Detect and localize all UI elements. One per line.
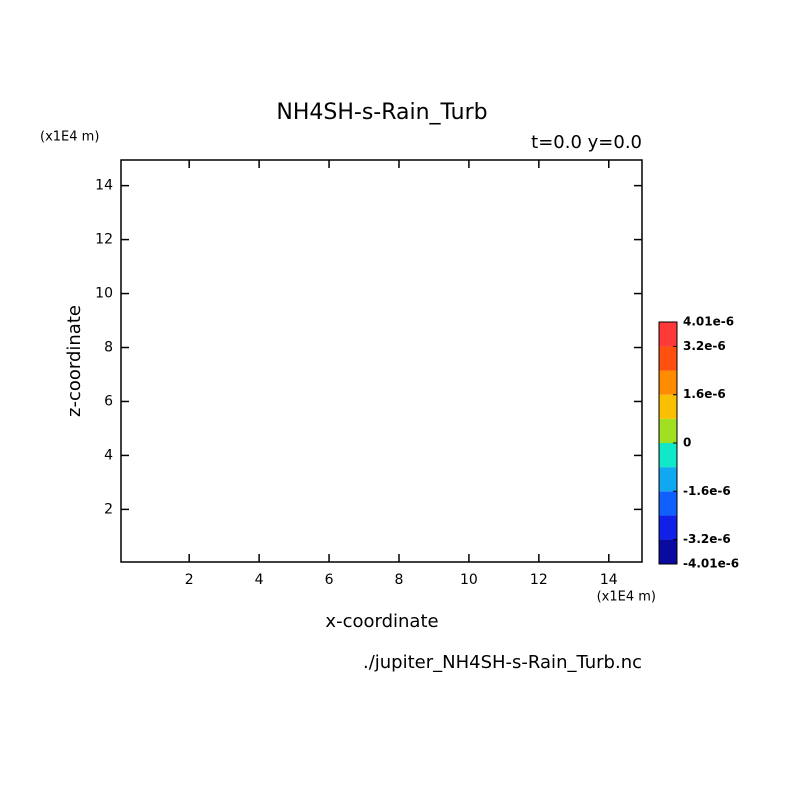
colorbar-tick-label: 3.2e-6 [683, 339, 726, 353]
y-unit: (x1E4 m) [40, 130, 99, 145]
colorbar-band [659, 418, 677, 443]
colorbar-band [659, 443, 677, 468]
y-tick-label: 6 [104, 393, 113, 409]
colorbar-tick-label: -1.6e-6 [683, 484, 731, 498]
footer: ./jupiter_NH4SH-s-Rain_Turb.nc [363, 652, 642, 673]
colorbar-tick-label: 0 [683, 436, 691, 450]
x-tick-label: 8 [395, 572, 404, 588]
y-tick-label: 8 [104, 340, 113, 356]
y-tick-label: 10 [95, 286, 113, 302]
y-tick-label: 12 [95, 232, 113, 248]
colorbar-band [659, 467, 677, 492]
colorbar-band [659, 539, 677, 564]
colorbar-band [659, 394, 677, 419]
x-tick-label: 4 [255, 572, 264, 588]
x-tick-label: 10 [460, 572, 478, 588]
colorbar-tick-label: 1.6e-6 [683, 387, 726, 401]
colorbar-tick-label: 4.01e-6 [683, 315, 734, 329]
plot-frame [120, 159, 643, 563]
chart-title: NH4SH-s-Rain_Turb [276, 100, 487, 125]
x-tick-label: 6 [325, 572, 334, 588]
colorbar-band [659, 491, 677, 516]
x-unit: (x1E4 m) [597, 590, 656, 605]
colorbar-tick-label: -4.01e-6 [683, 557, 739, 571]
y-tick-label: 4 [104, 447, 113, 463]
colorbar-band [659, 515, 677, 540]
colorbar-band [659, 322, 677, 347]
colorbar-band [659, 370, 677, 395]
x-axis-label: x-coordinate [325, 611, 438, 632]
chart-subtitle: t=0.0 y=0.0 [531, 132, 642, 153]
x-tick-label: 14 [600, 572, 618, 588]
y-axis-label: z-coordinate [64, 305, 85, 417]
y-tick-label: 2 [104, 501, 113, 517]
x-tick-label: 12 [530, 572, 548, 588]
colorbar-band [659, 346, 677, 371]
y-tick-label: 14 [95, 178, 113, 194]
x-tick-label: 2 [185, 572, 194, 588]
colorbar-tick-label: -3.2e-6 [683, 532, 731, 546]
